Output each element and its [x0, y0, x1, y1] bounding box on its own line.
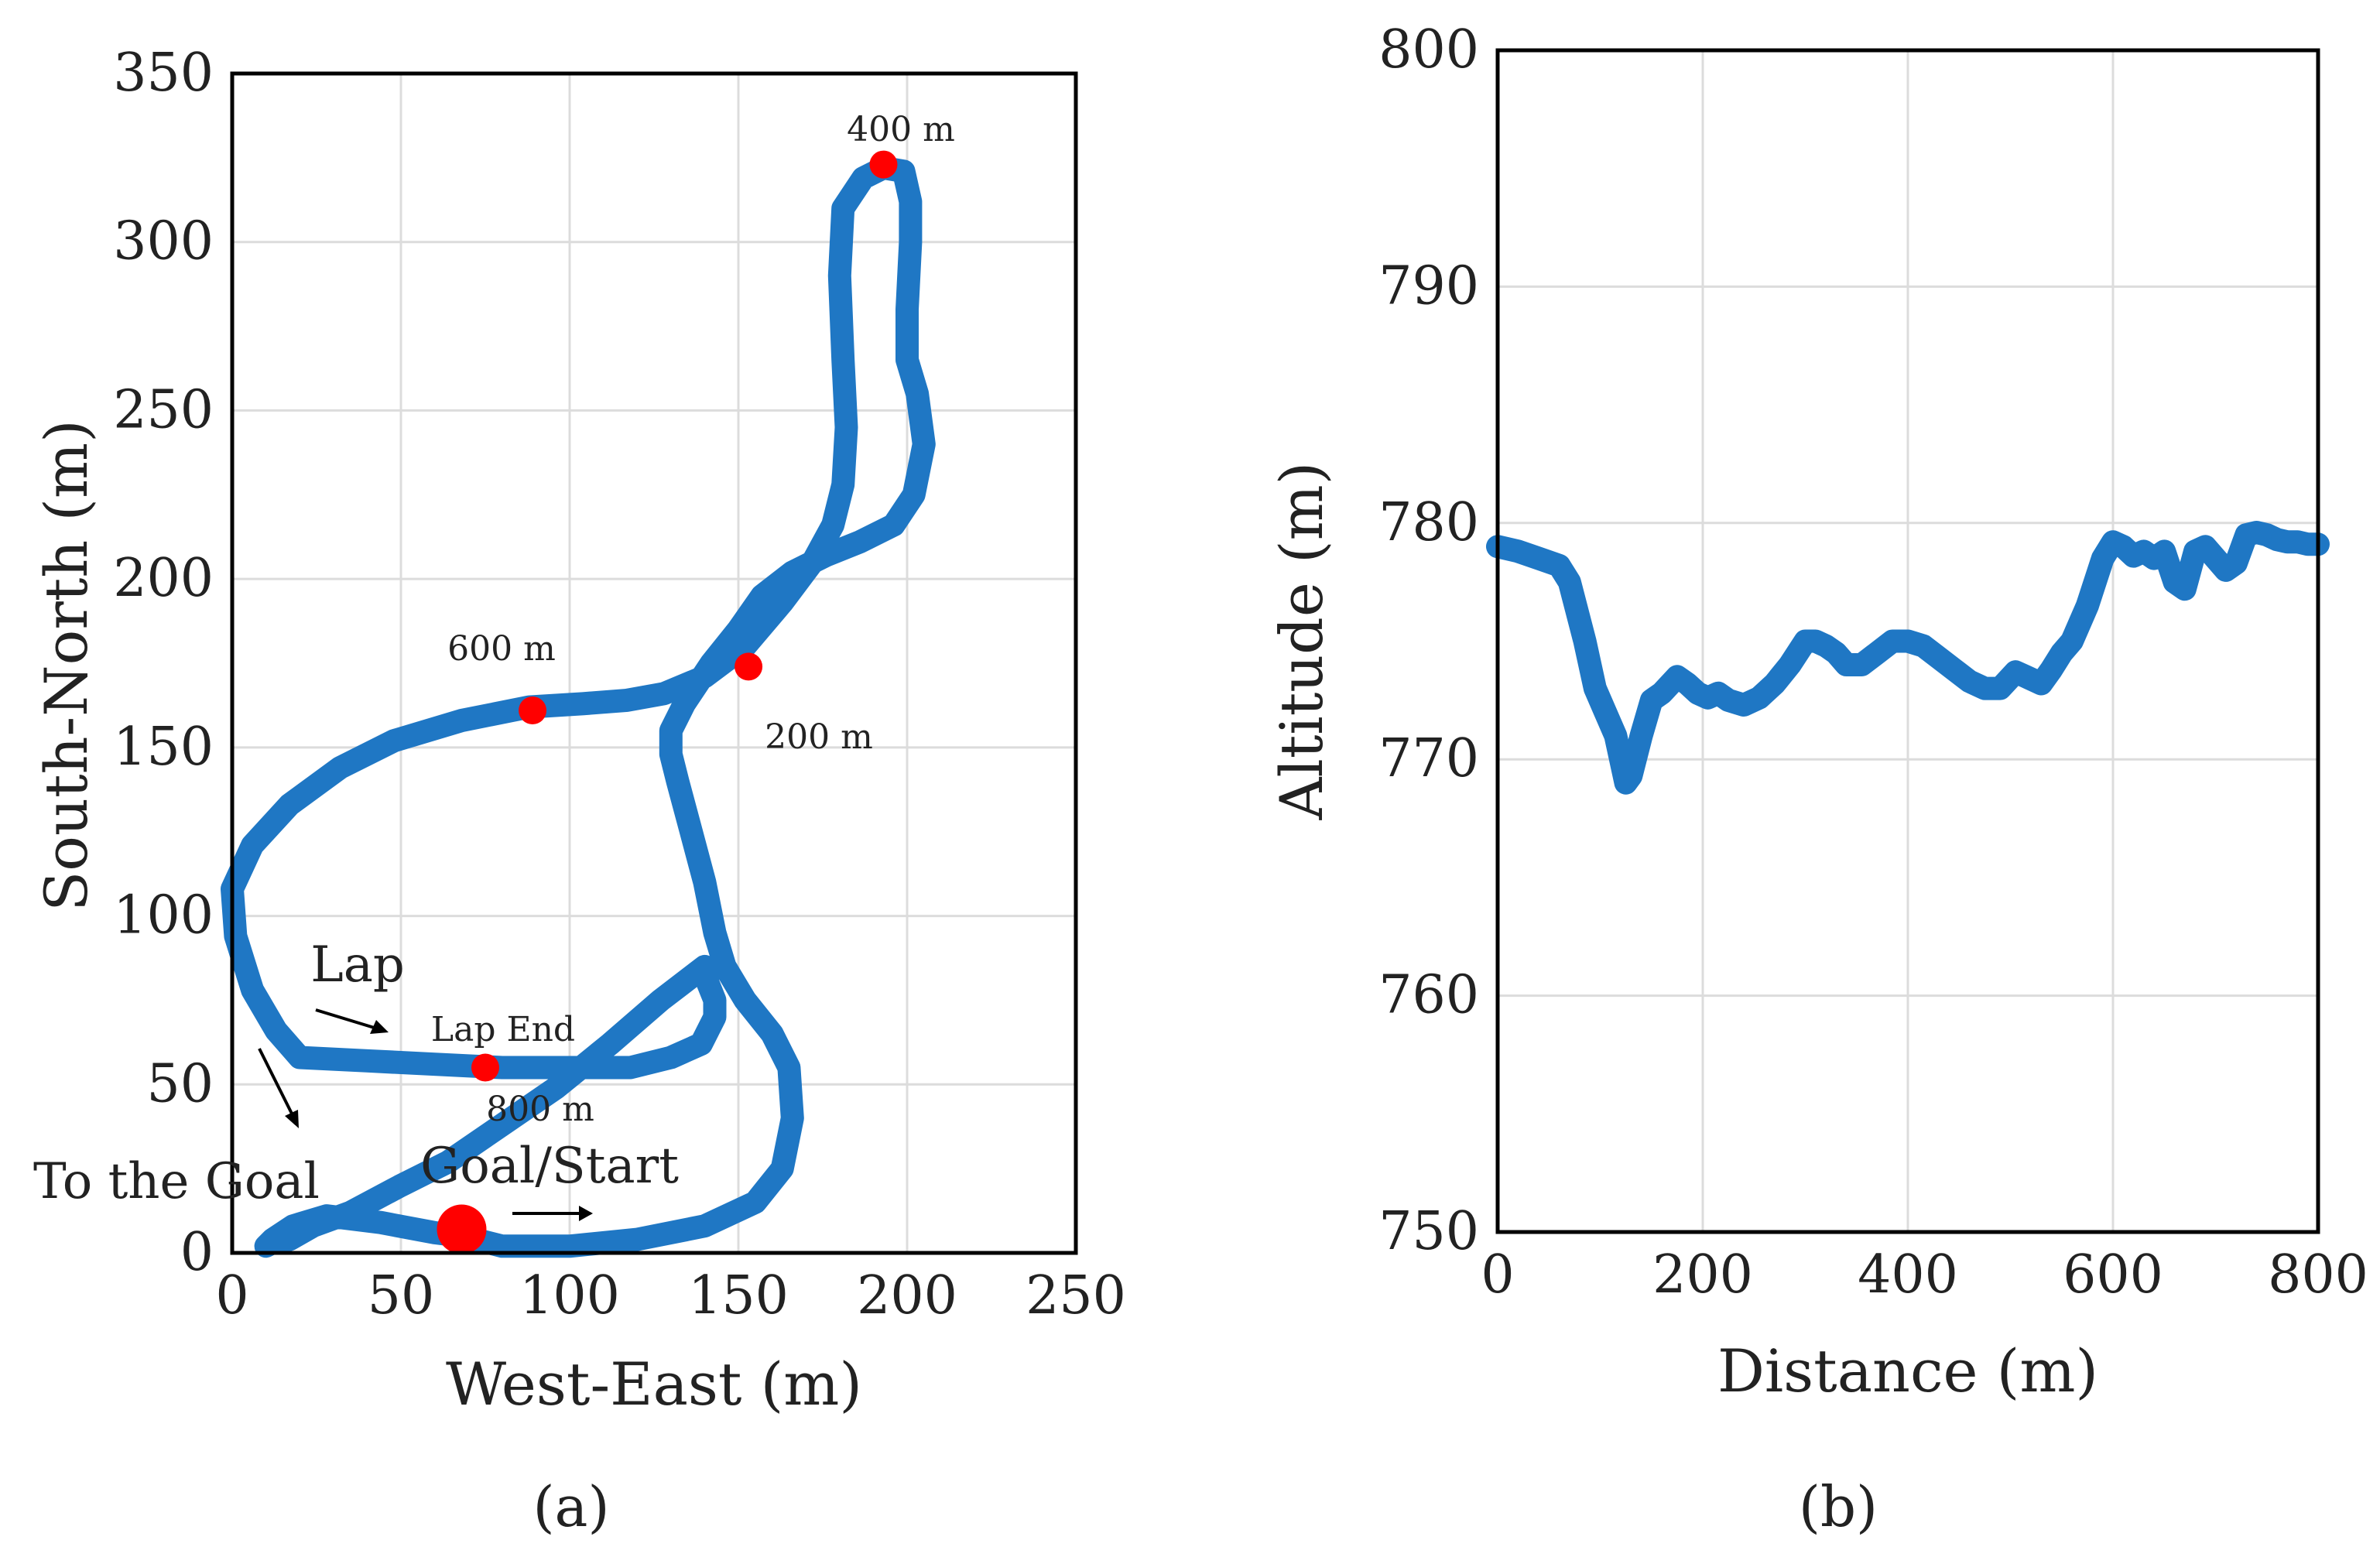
x-tick-label: 800: [2268, 1244, 2368, 1306]
y-tick-label: 100: [113, 885, 214, 946]
panel-a-track-map: 0 50 100 150 200 250 0 50 100 150 200 250 300 350 We…: [32, 43, 1126, 1539]
marker-400-m: [869, 150, 898, 179]
marker-600-m: [519, 696, 547, 724]
series-line-0: [1486, 521, 2330, 795]
y-tick-label: 760: [1378, 965, 1479, 1026]
panel-b-x-tick-labels: 0 200 400 600 800: [1481, 1244, 2368, 1306]
annotation-goal-start: Goal/Start: [420, 1138, 679, 1195]
annotation-200m: 200 m: [765, 717, 873, 757]
x-tick-label: 150: [688, 1265, 789, 1326]
y-tick-label: 200: [113, 548, 214, 609]
panel-a-x-axis-label: West-East (m): [446, 1350, 862, 1419]
marker-200-m: [735, 652, 763, 681]
y-tick-label: 790: [1378, 255, 1479, 317]
annotation-600m: 600 m: [447, 629, 556, 669]
panel-b-altitude-profile: 0 200 400 600 800 750 760 770 780 790 800 Distanc…: [1267, 19, 2368, 1539]
y-tick-label: 300: [113, 211, 214, 272]
series-line-0: [221, 156, 936, 1258]
x-tick-label: 50: [368, 1265, 435, 1326]
panel-b-label: (b): [1799, 1474, 1878, 1539]
y-tick-label: 0: [180, 1222, 214, 1283]
lap-arrow-head: [370, 1020, 389, 1034]
y-tick-label: 50: [146, 1053, 214, 1114]
marker-lap-end: [471, 1053, 499, 1082]
panel-a-x-tick-labels: 0 50 100 150 200 250: [215, 1265, 1126, 1326]
panel-a-grid: [231, 72, 1077, 1254]
annotation-lap-end: Lap End: [431, 1010, 575, 1049]
panel-a-track-trace: [221, 156, 936, 1258]
to-goal-arrow-head: [285, 1110, 299, 1128]
annotation-400m: 400 m: [847, 110, 955, 149]
y-tick-label: 800: [1378, 19, 1479, 80]
to-goal-arrow: [258, 1048, 296, 1119]
x-tick-label: 400: [1858, 1244, 1958, 1306]
panel-a-distance-markers: [437, 150, 898, 1254]
panel-a-y-tick-labels: 0 50 100 150 200 250 300 350: [113, 43, 214, 1283]
x-tick-label: 200: [857, 1265, 957, 1326]
goal-start-arrow-head: [579, 1206, 593, 1221]
y-tick-label: 150: [113, 717, 214, 778]
panel-b-x-axis-label: Distance (m): [1717, 1336, 2098, 1405]
panel-a-y-axis-label: South-North (m): [32, 419, 101, 912]
marker-goal-start: [437, 1204, 487, 1254]
panel-b-axes-frame: [1495, 48, 2320, 1234]
x-tick-label: 100: [519, 1265, 620, 1326]
x-tick-label: 250: [1026, 1265, 1126, 1326]
annotation-800m: 800 m: [486, 1090, 594, 1129]
lap-arrow: [315, 1008, 380, 1031]
y-tick-label: 780: [1378, 492, 1479, 553]
panel-b-altitude-trace: [1486, 521, 2330, 795]
panel-a-label: (a): [533, 1474, 609, 1539]
x-tick-label: 0: [1481, 1244, 1514, 1306]
y-tick-label: 770: [1378, 728, 1479, 789]
panel-b-y-axis-label: Altitude (m): [1267, 462, 1336, 821]
y-tick-label: 750: [1378, 1201, 1479, 1262]
x-tick-label: 600: [2063, 1244, 2163, 1306]
x-tick-label: 0: [215, 1265, 248, 1326]
x-tick-label: 200: [1652, 1244, 1753, 1306]
panel-a-axes-frame: [230, 71, 1078, 1255]
y-tick-label: 250: [113, 379, 214, 440]
annotation-to-the-goal: To the Goal: [33, 1153, 320, 1210]
annotation-lap: Lap: [310, 936, 405, 994]
panel-b-y-tick-labels: 750 760 770 780 790 800: [1378, 19, 1479, 1262]
y-tick-label: 350: [113, 43, 214, 104]
